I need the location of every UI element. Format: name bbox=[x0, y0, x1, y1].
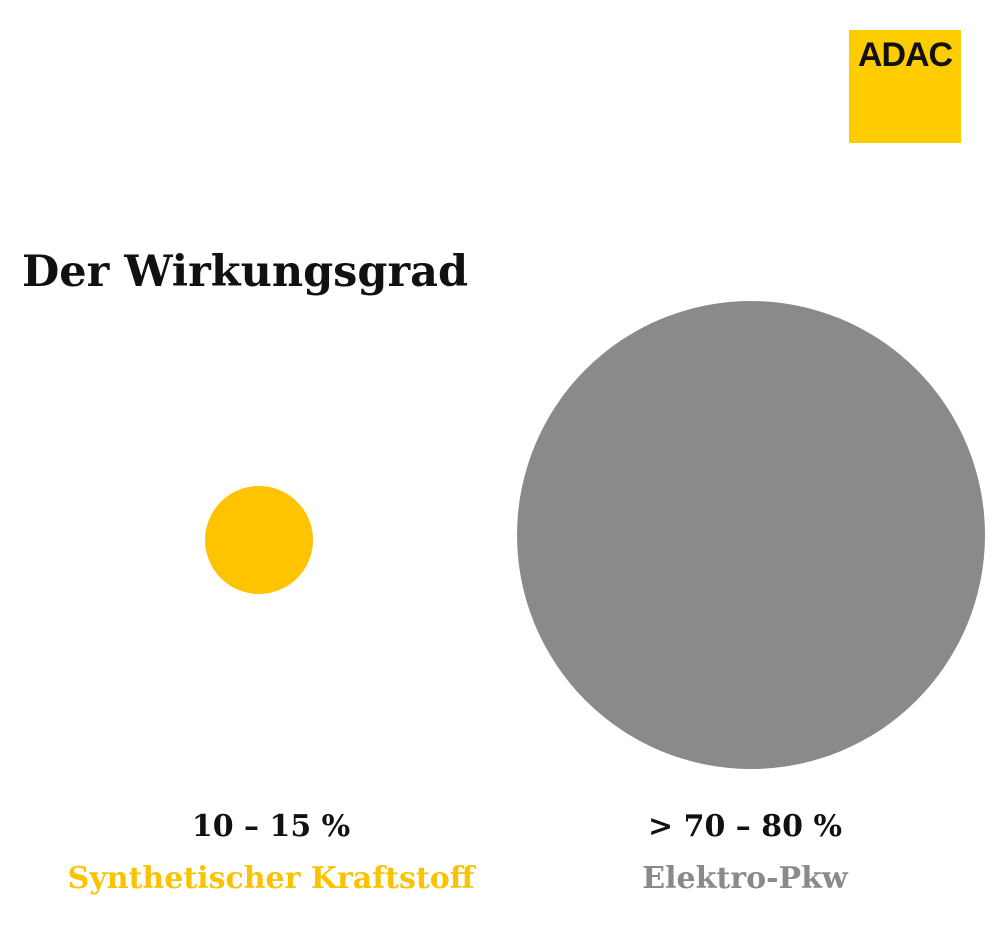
title: Der Wirkungsgrad bbox=[22, 247, 468, 297]
logo-box bbox=[849, 30, 961, 143]
label: Elektro-Pkw bbox=[642, 861, 849, 896]
logo-text: ADAC bbox=[858, 36, 953, 74]
value-text: 10 – 15 % bbox=[192, 809, 350, 844]
label: Synthetischer Kraftstoff bbox=[68, 861, 477, 896]
synthetic-circle bbox=[205, 486, 313, 594]
electric-circle bbox=[517, 301, 985, 769]
value-text: > 70 – 80 % bbox=[648, 809, 842, 844]
